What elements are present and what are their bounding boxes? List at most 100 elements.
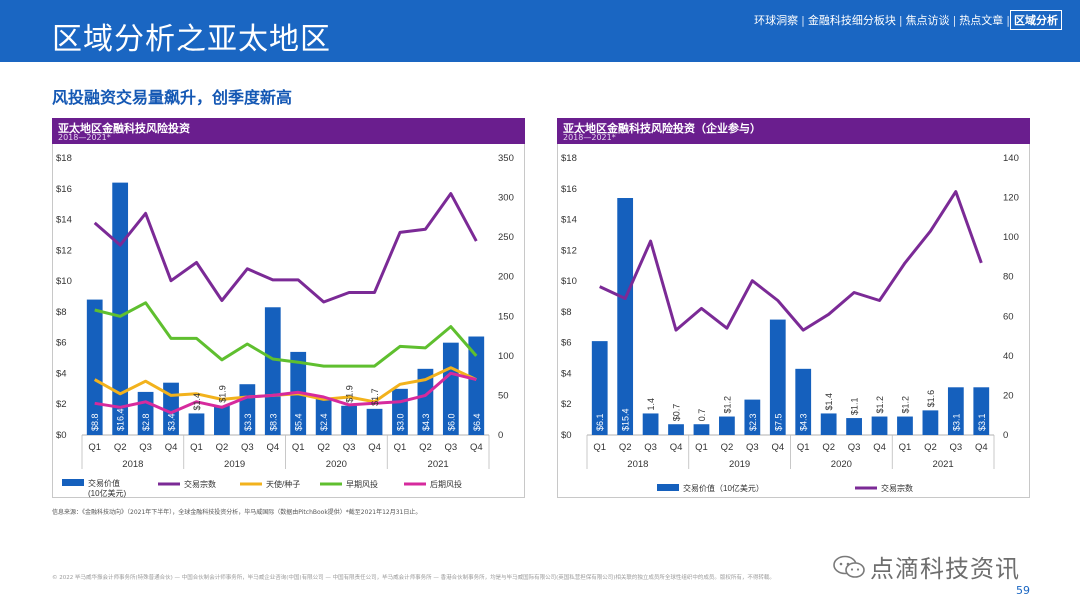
y-left-tick-label: $6 (56, 338, 67, 349)
top-nav: 环球洞察 | 金融科技细分板块 | 焦点访谈 | 热点文章 | 区域分析 (751, 10, 1062, 30)
bar (947, 387, 964, 435)
bar (214, 405, 230, 435)
bar (112, 182, 129, 435)
y-left-tick-label: $18 (561, 153, 577, 164)
y-left-tick-label: $0 (56, 430, 67, 441)
x-tick-label: Q4 (771, 442, 784, 453)
y-left-tick-label: $2 (561, 399, 572, 410)
y-right-tick-label: 0 (498, 430, 503, 441)
chart-title: 亚太地区金融科技风险投资（企业参与） (563, 122, 761, 135)
y-right-tick-label: 100 (498, 351, 514, 362)
x-tick-label: Q2 (114, 442, 127, 453)
year-label: 2019 (224, 459, 245, 470)
chart-period: 2018—2021* (563, 133, 616, 142)
bar (417, 368, 434, 435)
legend-label: 天使/种子 (266, 479, 300, 489)
nav-separator: | (952, 13, 957, 27)
bar-value-label: $6.0 (446, 413, 456, 431)
bar (442, 342, 459, 435)
y-right-tick-label: 0 (1003, 430, 1008, 441)
year-label: 2018 (627, 459, 648, 470)
x-tick-label: Q3 (343, 442, 356, 453)
source-footnote: 信息来源：《金融科技动向》（2021年下半年），全球金融科技投资分析，毕马威国际… (52, 509, 422, 516)
y-left-tick-label: $10 (56, 276, 72, 287)
bar-value-label: $1.2 (875, 396, 885, 414)
bar-value-label: $3.0 (395, 413, 405, 431)
nav-separator: | (801, 13, 805, 27)
y-left-tick-label: $8 (56, 307, 67, 318)
y-left-tick-label: $16 (56, 184, 72, 195)
x-tick-label: Q1 (394, 442, 407, 453)
y-right-tick-label: 120 (1003, 193, 1019, 204)
x-tick-label: Q3 (644, 442, 657, 453)
chart-vc-investment: $0 $2 $4 $6 $8 $10 $12 $14 $16 $18 0 50 100 150 200 250… (52, 118, 525, 498)
year-label: 2018 (122, 459, 143, 470)
x-tick-label: Q4 (368, 442, 381, 453)
bar (846, 418, 862, 435)
bar-value-label: $8.3 (268, 413, 278, 431)
y-left-tick-label: $6 (561, 338, 572, 349)
y-left-tick-label: $16 (561, 184, 577, 195)
x-tick-label: Q2 (216, 442, 229, 453)
y-right-tick-label: 20 (1003, 390, 1014, 401)
year-label: 2020 (831, 459, 852, 470)
bar-value-label: $5.4 (294, 413, 304, 431)
bar-value-label: $2.4 (319, 413, 329, 431)
nav-separator: | (1006, 13, 1010, 27)
bar (668, 424, 684, 435)
nav-item-interviews[interactable]: 焦点访谈 (905, 14, 950, 27)
y-left-tick-label: $4 (56, 368, 67, 379)
nav-separator: | (898, 13, 903, 27)
legend-label: 后期风投 (430, 479, 462, 489)
x-tick-label: Q3 (139, 442, 152, 453)
bar-value-label: $1.2 (900, 396, 910, 414)
x-tick-label: Q3 (445, 442, 458, 453)
bar (719, 416, 735, 435)
copyright-notice: © 2022 毕马威华振会计师事务所(特殊普通合伙) — 中国合伙制会计师事务所… (52, 575, 775, 581)
section-subtitle: 风投融资交易量飙升，创季度新高 (52, 88, 293, 107)
bar (341, 405, 357, 435)
year-label: 2019 (729, 459, 750, 470)
bar (315, 398, 332, 435)
bar-value-label: $1.7 (370, 388, 380, 406)
y-left-tick-label: $4 (561, 368, 572, 379)
y-right-tick-label: 100 (1003, 232, 1019, 243)
bar (744, 399, 761, 435)
bar (922, 410, 939, 435)
legend-label: 交易宗数 (184, 479, 216, 489)
legend-label: 交易价值 (88, 478, 120, 488)
x-tick-label: Q2 (822, 442, 835, 453)
nav-item-global-insight[interactable]: 环球洞察 (754, 14, 799, 27)
legend-label: (10亿美元) (88, 488, 127, 498)
bar-value-label: $6.4 (472, 413, 482, 431)
y-right-tick-label: 300 (498, 193, 514, 204)
y-right-tick-label: 140 (1003, 153, 1019, 164)
nav-item-hot-articles[interactable]: 热点文章 (959, 14, 1004, 27)
y-left-tick-label: $18 (56, 153, 72, 164)
x-tick-label: Q3 (950, 442, 963, 453)
legend-swatch (657, 484, 679, 491)
y-right-tick-label: 150 (498, 311, 514, 322)
nav-item-regional-analysis[interactable]: 区域分析 (1010, 10, 1062, 30)
bar (871, 416, 888, 435)
y-left-tick-label: $0 (561, 430, 572, 441)
year-label: 2021 (428, 459, 449, 470)
nav-item-fintech-sectors[interactable]: 金融科技细分板块 (807, 14, 896, 27)
y-left-tick-label: $12 (56, 245, 72, 256)
wechat-icon (833, 555, 865, 578)
x-tick-label: Q1 (695, 442, 708, 453)
bar-value-label: 1.4 (646, 398, 656, 411)
bar-value-label: $3.1 (977, 413, 987, 431)
bar-value-label: $4.3 (421, 413, 431, 431)
chart-header: 亚太地区金融科技风险投资（企业参与） 2018—2021* (557, 118, 1030, 144)
x-tick-label: Q4 (975, 442, 988, 453)
bar (693, 424, 710, 435)
bar-value-label: $3.4 (167, 413, 177, 431)
bar (86, 299, 103, 435)
bar (366, 408, 383, 435)
x-tick-label: Q3 (241, 442, 254, 453)
x-tick-label: Q4 (873, 442, 886, 453)
bar-value-label: $2.8 (141, 413, 151, 431)
year-label: 2020 (326, 459, 347, 470)
x-tick-label: Q3 (746, 442, 759, 453)
